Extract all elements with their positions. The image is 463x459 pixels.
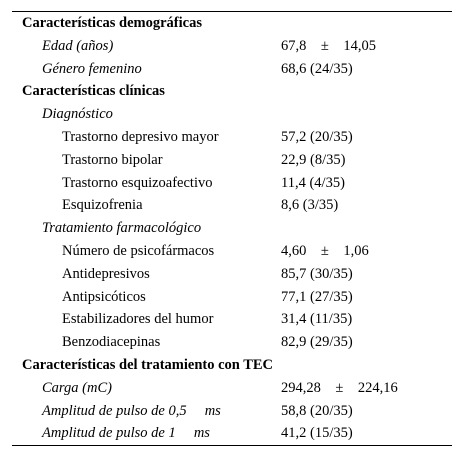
table-row: Carga (mC) 294,28 ± 224,16: [12, 377, 452, 400]
table-row: Benzodiacepinas 82,9 (29/35): [12, 331, 452, 354]
row-value: 41,2 (15/35): [281, 425, 353, 442]
row-label: Trastorno bipolar: [62, 151, 163, 168]
row-label: Edad (años): [42, 37, 114, 54]
table: Características demográficas Edad (años) 6…: [12, 11, 452, 447]
row-label: Benzodiacepinas: [62, 334, 161, 351]
row-label: Trastorno esquizoafectivo: [62, 174, 213, 191]
row-label: Esquizofrenia: [62, 197, 143, 214]
section-header: Características clínicas: [22, 83, 165, 100]
row-label: Tratamiento farmacológico: [42, 220, 202, 237]
table-row: Características demográficas: [12, 12, 452, 35]
section-header: Características demográficas: [22, 15, 202, 31]
row-label: Antipsicóticos: [62, 288, 146, 305]
row-value: 11,4 (4/35): [281, 174, 345, 191]
row-value: 85,7 (30/35): [281, 265, 353, 282]
row-label: Estabilizadores del humor: [62, 311, 214, 328]
row-label: Amplitud de pulso de 1 ms: [42, 425, 210, 442]
table-row: Número de psicofármacos 4,60 ± 1,06: [12, 240, 452, 263]
row-value: 8,6 (3/35): [281, 197, 339, 214]
table-row: Edad (años) 67,8 ± 14,05: [12, 35, 452, 58]
row-value: 57,2 (20/35): [281, 128, 353, 145]
table-row: Antidepresivos 85,7 (30/35): [12, 263, 452, 286]
row-value: 77,1 (27/35): [281, 288, 353, 305]
table-row: Estabilizadores del humor 31,4 (11/35): [12, 308, 452, 331]
row-label: Diagnóstico: [42, 106, 113, 123]
table-row: Trastorno esquizoafectivo 11,4 (4/35): [12, 172, 452, 195]
row-value: 31,4 (11/35): [281, 311, 353, 328]
row-label: Antidepresivos: [62, 265, 150, 282]
row-label: Número de psicofármacos: [62, 242, 215, 259]
table-row: Esquizofrenia 8,6 (3/35): [12, 194, 452, 217]
table-row: Tratamiento farmacológico: [12, 217, 452, 240]
row-value: 58,8 (20/35): [281, 402, 353, 419]
table-row: Amplitud de pulso de 1 ms 41,2 (15/35): [12, 422, 452, 445]
row-value: 4,60 ± 1,06: [281, 242, 369, 259]
table-row: Género femenino 68,6 (24/35): [12, 58, 452, 81]
table-row: Trastorno bipolar 22,9 (8/35): [12, 149, 452, 172]
row-label: Trastorno depresivo mayor: [62, 128, 219, 145]
row-value: 68,6 (24/35): [281, 60, 353, 77]
table-row: Trastorno depresivo mayor 57,2 (20/35): [12, 126, 452, 149]
row-label: Género femenino: [42, 60, 142, 77]
row-value: 82,9 (29/35): [281, 334, 353, 351]
table-row: Amplitud de pulso de 0,5 ms 58,8 (20/35): [12, 400, 452, 423]
table-row: Características del tratamiento con TEC: [12, 354, 452, 377]
row-label: Carga (mC): [42, 379, 112, 396]
row-label: Amplitud de pulso de 0,5 ms: [42, 402, 221, 419]
table-row: Características clínicas: [12, 80, 452, 103]
table-row: Antipsicóticos 77,1 (27/35): [12, 286, 452, 309]
row-value: 67,8 ± 14,05: [281, 37, 376, 54]
row-value: 22,9 (8/35): [281, 151, 346, 168]
table-row: Diagnóstico: [12, 103, 452, 126]
row-value: 294,28 ± 224,16: [281, 379, 398, 396]
section-header: Características del tratamiento con TEC: [22, 356, 274, 373]
